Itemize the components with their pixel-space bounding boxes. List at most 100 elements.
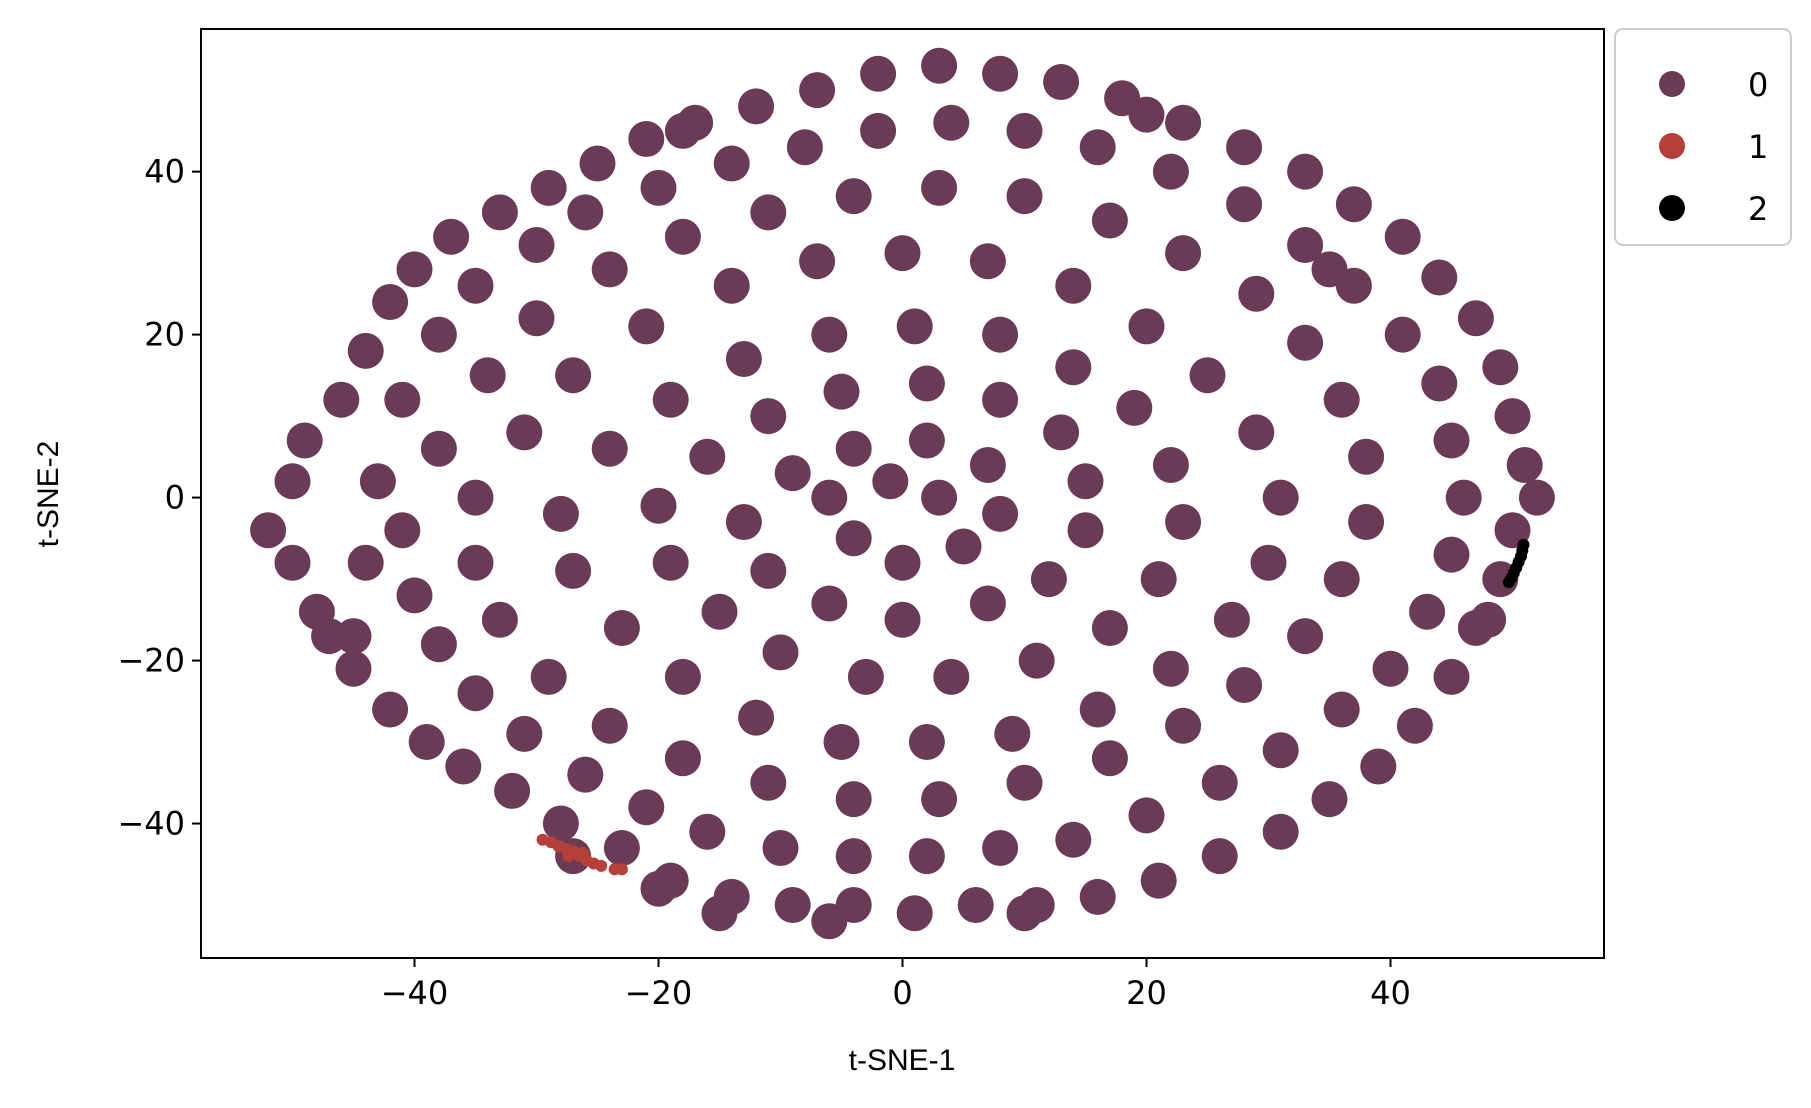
series-0-point [1396,707,1433,744]
series-0-point [1372,650,1409,687]
series-0-point [1067,512,1104,549]
series-0-point [969,585,1006,622]
series-0-point [1189,357,1226,394]
series-0-point [908,422,945,459]
series-0-point [701,895,738,932]
series-0-point [1006,178,1043,215]
series-0-point [359,463,396,500]
series-0-point [347,332,384,369]
series-0-point [823,373,860,410]
series-0-point [1226,129,1263,166]
series-0-point [786,129,823,166]
series-0-point [811,903,848,940]
series-0-point [1030,561,1067,598]
series-0-point [969,447,1006,483]
series-2-point [1502,576,1515,589]
series-0-point [603,610,640,646]
series-0-point [591,430,628,467]
series-0-point [1384,218,1421,255]
series-0-point [1360,748,1397,785]
series-0-point [323,381,360,418]
series-0-point [738,699,775,736]
series-0-point [1152,153,1189,190]
series-0-point [1165,504,1202,540]
series-0-point [1213,601,1250,638]
y-tick-label: −40 [117,805,185,843]
series-0-point [567,756,604,793]
series-0-point [1116,389,1153,426]
series-0-point [835,520,872,557]
series-0-point [1348,438,1385,475]
series-0-point [762,634,799,671]
series-0-point [433,218,470,255]
series-0-point [872,463,909,500]
series-0-point [1079,691,1116,728]
series-0-point [555,357,592,394]
x-tick-label: −40 [381,974,449,1012]
series-0-point [664,218,701,255]
legend-label-2: 2 [1748,190,1768,228]
legend-label-0: 0 [1748,66,1768,104]
series-0-point [713,267,750,304]
series-0-point [506,715,543,752]
series-0-point [408,724,445,760]
series-0-point [1079,129,1116,166]
series-0-point [652,544,689,581]
series-0-point [457,675,494,712]
series-0-point [823,724,860,760]
series-0-point [945,528,982,565]
series-0-point [982,316,1019,353]
series-0-point [835,838,872,875]
y-tick-label: 0 [165,479,185,517]
series-0-point [530,658,567,695]
series-0-point [896,308,933,345]
series-0-point [738,88,775,125]
series-0-point [689,813,726,850]
series-0-point [1091,202,1128,239]
x-axis-label: t-SNE-1 [849,1044,956,1077]
series-0-point [1067,463,1104,500]
series-0-point [799,72,836,109]
series-0-point [445,748,482,785]
series-0-point [1238,275,1275,312]
series-0-point [1226,667,1263,703]
series-0-point [921,169,958,206]
series-0-point [982,381,1019,418]
series-0-point [750,194,787,231]
series-0-point [884,235,921,272]
series-0-point [530,169,567,206]
series-1-point [615,863,628,876]
series-0-point [811,585,848,622]
series-0-point [518,300,555,337]
y-tick-label: 40 [144,153,185,191]
series-0-point [982,495,1019,532]
series-0-point [750,764,787,801]
series-0-point [1165,104,1202,141]
series-0-point [860,112,897,149]
series-0-point [1445,479,1482,516]
series-0-point [1348,504,1385,540]
series-0-point [835,430,872,467]
series-0-point [640,487,677,524]
series-0-point [774,455,811,492]
series-0-point [1140,862,1177,899]
legend-label-1: 1 [1748,128,1768,166]
x-tick-label: 0 [892,974,912,1012]
series-0-point [335,650,372,687]
series-0-point [1335,186,1372,223]
series-0-point [689,438,726,475]
series-0-point [1091,740,1128,777]
series-0-point [396,577,433,614]
series-0-point [469,357,506,394]
series-0-point [591,707,628,744]
series-0-point [1482,349,1519,386]
series-0-point [640,870,677,907]
ticks-layer: −40 −20 0 20 40 40 20 0 −20 −40 [117,153,1410,1012]
series-0-point [335,618,372,655]
series-0-point [542,805,579,842]
series-0-point [1494,398,1531,435]
series-0-point [969,243,1006,280]
series-0-point [250,512,287,549]
series-0-point [713,145,750,182]
series-0-point [1470,601,1507,638]
